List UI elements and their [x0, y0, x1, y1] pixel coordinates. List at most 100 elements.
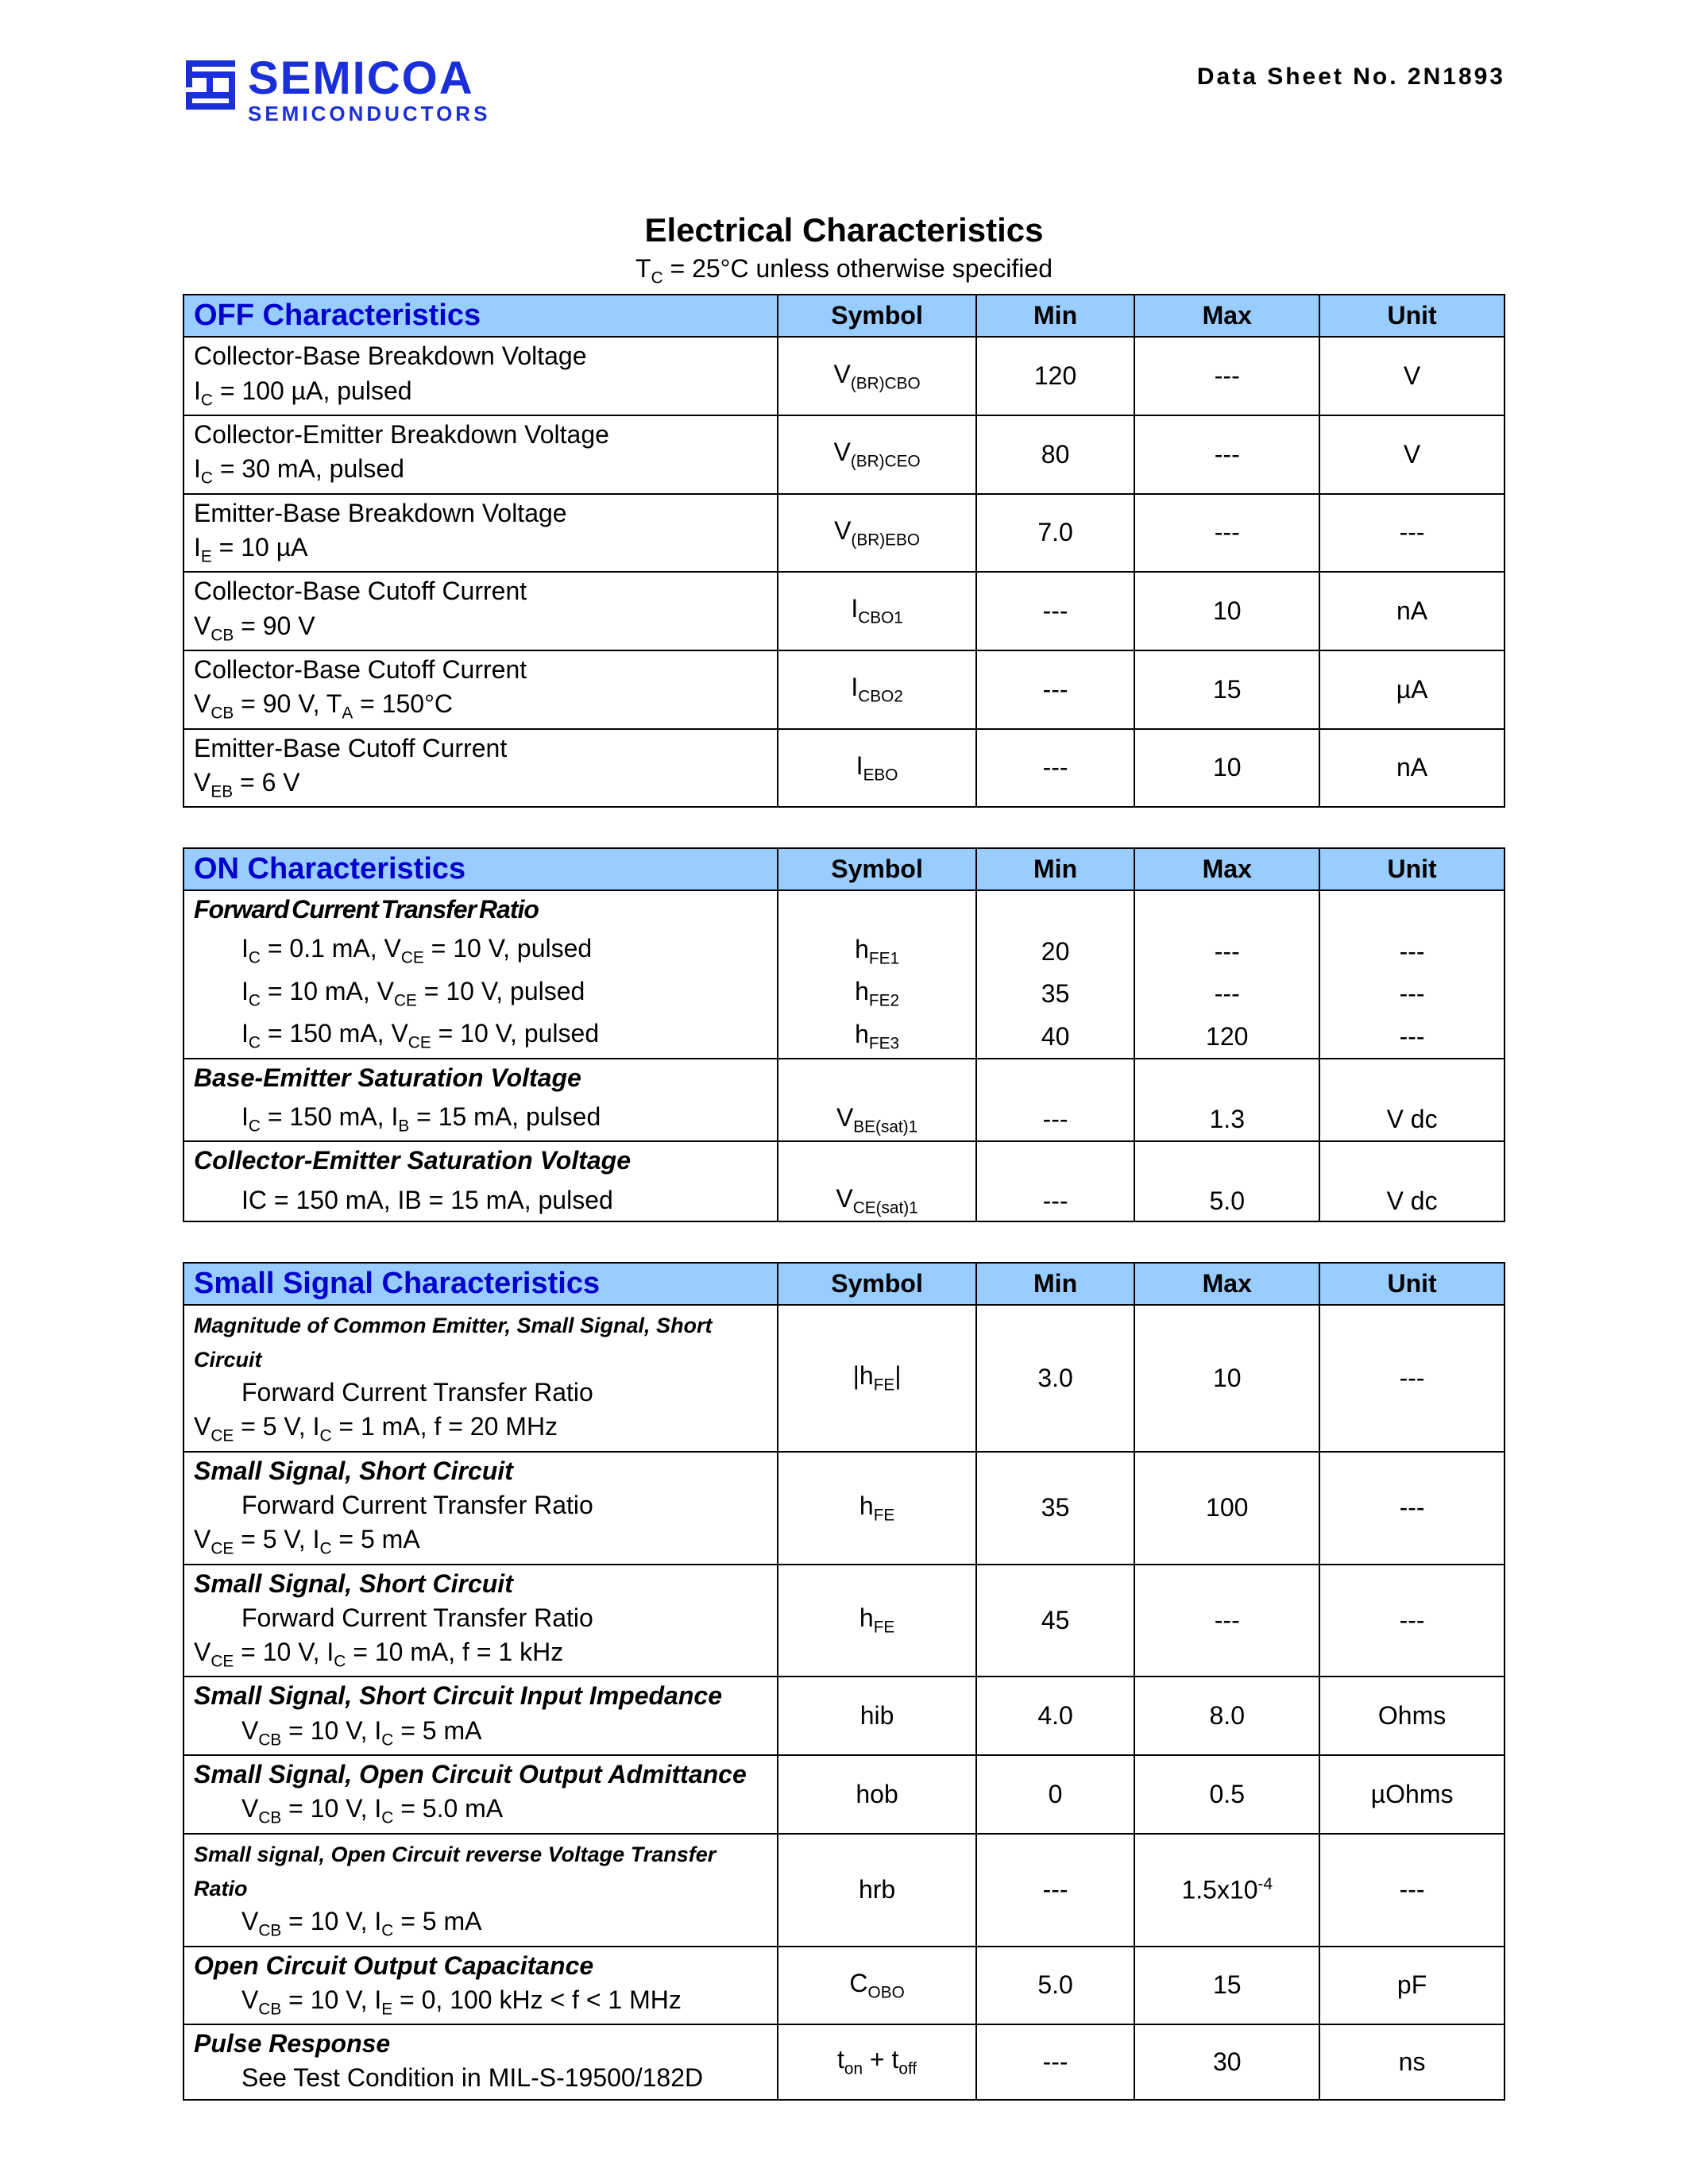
- table-row: Emitter-Base Cutoff CurrentVEB = 6 V IEB…: [183, 729, 1505, 808]
- cell-symbol: V(BR)CBO: [778, 337, 975, 415]
- cell-max: ---: [1134, 494, 1319, 573]
- cell-min: ---: [976, 650, 1135, 729]
- table-row: Small Signal, Short Circuit Input Impeda…: [183, 1677, 1505, 1755]
- cell-max: 1.3: [1134, 1098, 1319, 1141]
- cell-unit: µOhms: [1319, 1755, 1505, 1834]
- row-condition: IC = 30 mA, pulsed: [194, 454, 404, 483]
- cell-unit: ---: [1319, 973, 1505, 1015]
- datasheet-page: SEMICOA SEMICONDUCTORS Data Sheet No. 2N…: [0, 0, 1688, 2184]
- cell-min: ---: [976, 1834, 1135, 1947]
- table-row: Collector-Emitter Saturation Voltage: [183, 1141, 1505, 1181]
- cell-min: ---: [976, 2024, 1135, 2099]
- row-condition: VCB = 90 V: [194, 612, 315, 640]
- page-title: Electrical Characteristics: [183, 211, 1505, 249]
- cell-symbol: |hFE|: [778, 1305, 975, 1452]
- row-condition: VCE = 5 V, IC = 5 mA: [194, 1525, 420, 1553]
- cell-symbol: hob: [778, 1755, 975, 1834]
- brand-logo-icon: [183, 56, 238, 119]
- row-condition: VCB = 10 V, IE = 0, 100 kHz < f < 1 MHz: [194, 1983, 682, 2020]
- cell-max: 0.5: [1134, 1755, 1319, 1834]
- table-row: Base-Emitter Saturation Voltage: [183, 1059, 1505, 1098]
- col-symbol: Symbol: [778, 1263, 975, 1305]
- cell-unit: ---: [1319, 930, 1505, 972]
- col-unit: Unit: [1319, 1263, 1505, 1305]
- cell-unit: V: [1319, 337, 1505, 415]
- cell-max: 10: [1134, 572, 1319, 650]
- table-row: Magnitude of Common Emitter, Small Signa…: [183, 1305, 1505, 1452]
- row-pretitle: Small Signal, Open Circuit Output Admitt…: [194, 1760, 747, 1788]
- row-condition: VEB = 6 V: [194, 768, 300, 797]
- group-title: Forward Current Transfer Ratio: [194, 895, 539, 924]
- section-title: Small Signal Characteristics: [183, 1263, 778, 1305]
- table-header-row: Small Signal Characteristics Symbol Min …: [183, 1263, 1505, 1305]
- cell-max: 8.0: [1134, 1677, 1319, 1755]
- cell-symbol: hFE: [778, 1452, 975, 1565]
- cell-max: 15: [1134, 650, 1319, 729]
- group-title: Base-Emitter Saturation Voltage: [194, 1063, 581, 1092]
- row-desc: Forward Current Transfer Ratio: [194, 1488, 593, 1522]
- row-desc: Collector-Base Breakdown Voltage: [194, 341, 587, 370]
- cell-max: 15: [1134, 1947, 1319, 2025]
- cell-unit: ---: [1319, 1565, 1505, 1677]
- cell-unit: ---: [1319, 494, 1505, 573]
- cell-max: 30: [1134, 2024, 1319, 2099]
- page-subtitle: TC = 25°C unless otherwise specified: [183, 254, 1505, 287]
- cell-unit: V dc: [1319, 1182, 1505, 1221]
- cell-unit: ---: [1319, 1834, 1505, 1947]
- cell-symbol: ICBO2: [778, 650, 975, 729]
- row-desc: Collector-Base Cutoff Current: [194, 577, 527, 605]
- row-condition: IE = 10 µA: [194, 533, 308, 561]
- spec-table: ON Characteristics Symbol Min Max Unit F…: [183, 847, 1505, 1222]
- cell-unit: ---: [1319, 1305, 1505, 1452]
- col-symbol: Symbol: [778, 295, 975, 337]
- table-row: Small Signal, Short CircuitForward Curre…: [183, 1565, 1505, 1677]
- cell-max: ---: [1134, 415, 1319, 494]
- col-max: Max: [1134, 295, 1319, 337]
- cell-symbol: VCE(sat)1: [778, 1182, 975, 1221]
- cell-min: 35: [976, 973, 1135, 1015]
- cell-symbol: hrb: [778, 1834, 975, 1947]
- row-desc: Emitter-Base Breakdown Voltage: [194, 499, 567, 527]
- row-condition: VCE = 10 V, IC = 10 mA, f = 1 kHz: [194, 1638, 563, 1666]
- cell-symbol: hFE1: [778, 930, 975, 972]
- brand-logo: SEMICOA SEMICONDUCTORS: [183, 56, 490, 124]
- table-header-row: OFF Characteristics Symbol Min Max Unit: [183, 295, 1505, 337]
- cell-min: 7.0: [976, 494, 1135, 573]
- spec-tables: OFF Characteristics Symbol Min Max Unit …: [183, 294, 1505, 2100]
- cell-max: ---: [1134, 973, 1319, 1015]
- cell-unit: ---: [1319, 1015, 1505, 1058]
- table-row: Small signal, Open Circuit reverse Volta…: [183, 1834, 1505, 1947]
- spec-table: Small Signal Characteristics Symbol Min …: [183, 1262, 1505, 2101]
- row-condition: VCB = 10 V, IC = 5.0 mA: [194, 1792, 503, 1829]
- cell-max: 100: [1134, 1452, 1319, 1565]
- col-min: Min: [976, 848, 1135, 890]
- table-header-row: ON Characteristics Symbol Min Max Unit: [183, 848, 1505, 890]
- section-title: OFF Characteristics: [183, 295, 778, 337]
- data-sheet-number: Data Sheet No. 2N1893: [1197, 64, 1505, 91]
- row-desc: Collector-Base Cutoff Current: [194, 655, 527, 684]
- cell-max: ---: [1134, 1565, 1319, 1677]
- table-row: Pulse ResponseSee Test Condition in MIL-…: [183, 2024, 1505, 2099]
- row-pretitle: Magnitude of Common Emitter, Small Signa…: [194, 1314, 713, 1372]
- cell-min: 0: [976, 1755, 1135, 1834]
- brand-name: SEMICOA: [248, 56, 490, 102]
- row-condition: VCB = 10 V, IC = 5 mA: [194, 1904, 481, 1942]
- row-condition: IC = 150 mA, VCE = 10 V, pulsed: [194, 1017, 599, 1054]
- cell-min: ---: [976, 1182, 1135, 1221]
- cell-unit: Ohms: [1319, 1677, 1505, 1755]
- cell-symbol: VBE(sat)1: [778, 1098, 975, 1141]
- cell-unit: nA: [1319, 572, 1505, 650]
- cell-symbol: ton + toff: [778, 2024, 975, 2099]
- cell-symbol: hFE3: [778, 1015, 975, 1058]
- brand-logo-text: SEMICOA SEMICONDUCTORS: [248, 56, 490, 124]
- cell-min: ---: [976, 572, 1135, 650]
- col-unit: Unit: [1319, 295, 1505, 337]
- spec-table: OFF Characteristics Symbol Min Max Unit …: [183, 294, 1505, 808]
- row-pretitle: Open Circuit Output Capacitance: [194, 1951, 593, 1980]
- cell-unit: V: [1319, 415, 1505, 494]
- table-row: Emitter-Base Breakdown Voltage IE = 10 µA…: [183, 494, 1505, 573]
- cell-unit: V dc: [1319, 1098, 1505, 1141]
- cell-symbol: hib: [778, 1677, 975, 1755]
- cell-symbol: hFE: [778, 1565, 975, 1677]
- row-desc: Emitter-Base Cutoff Current: [194, 734, 507, 762]
